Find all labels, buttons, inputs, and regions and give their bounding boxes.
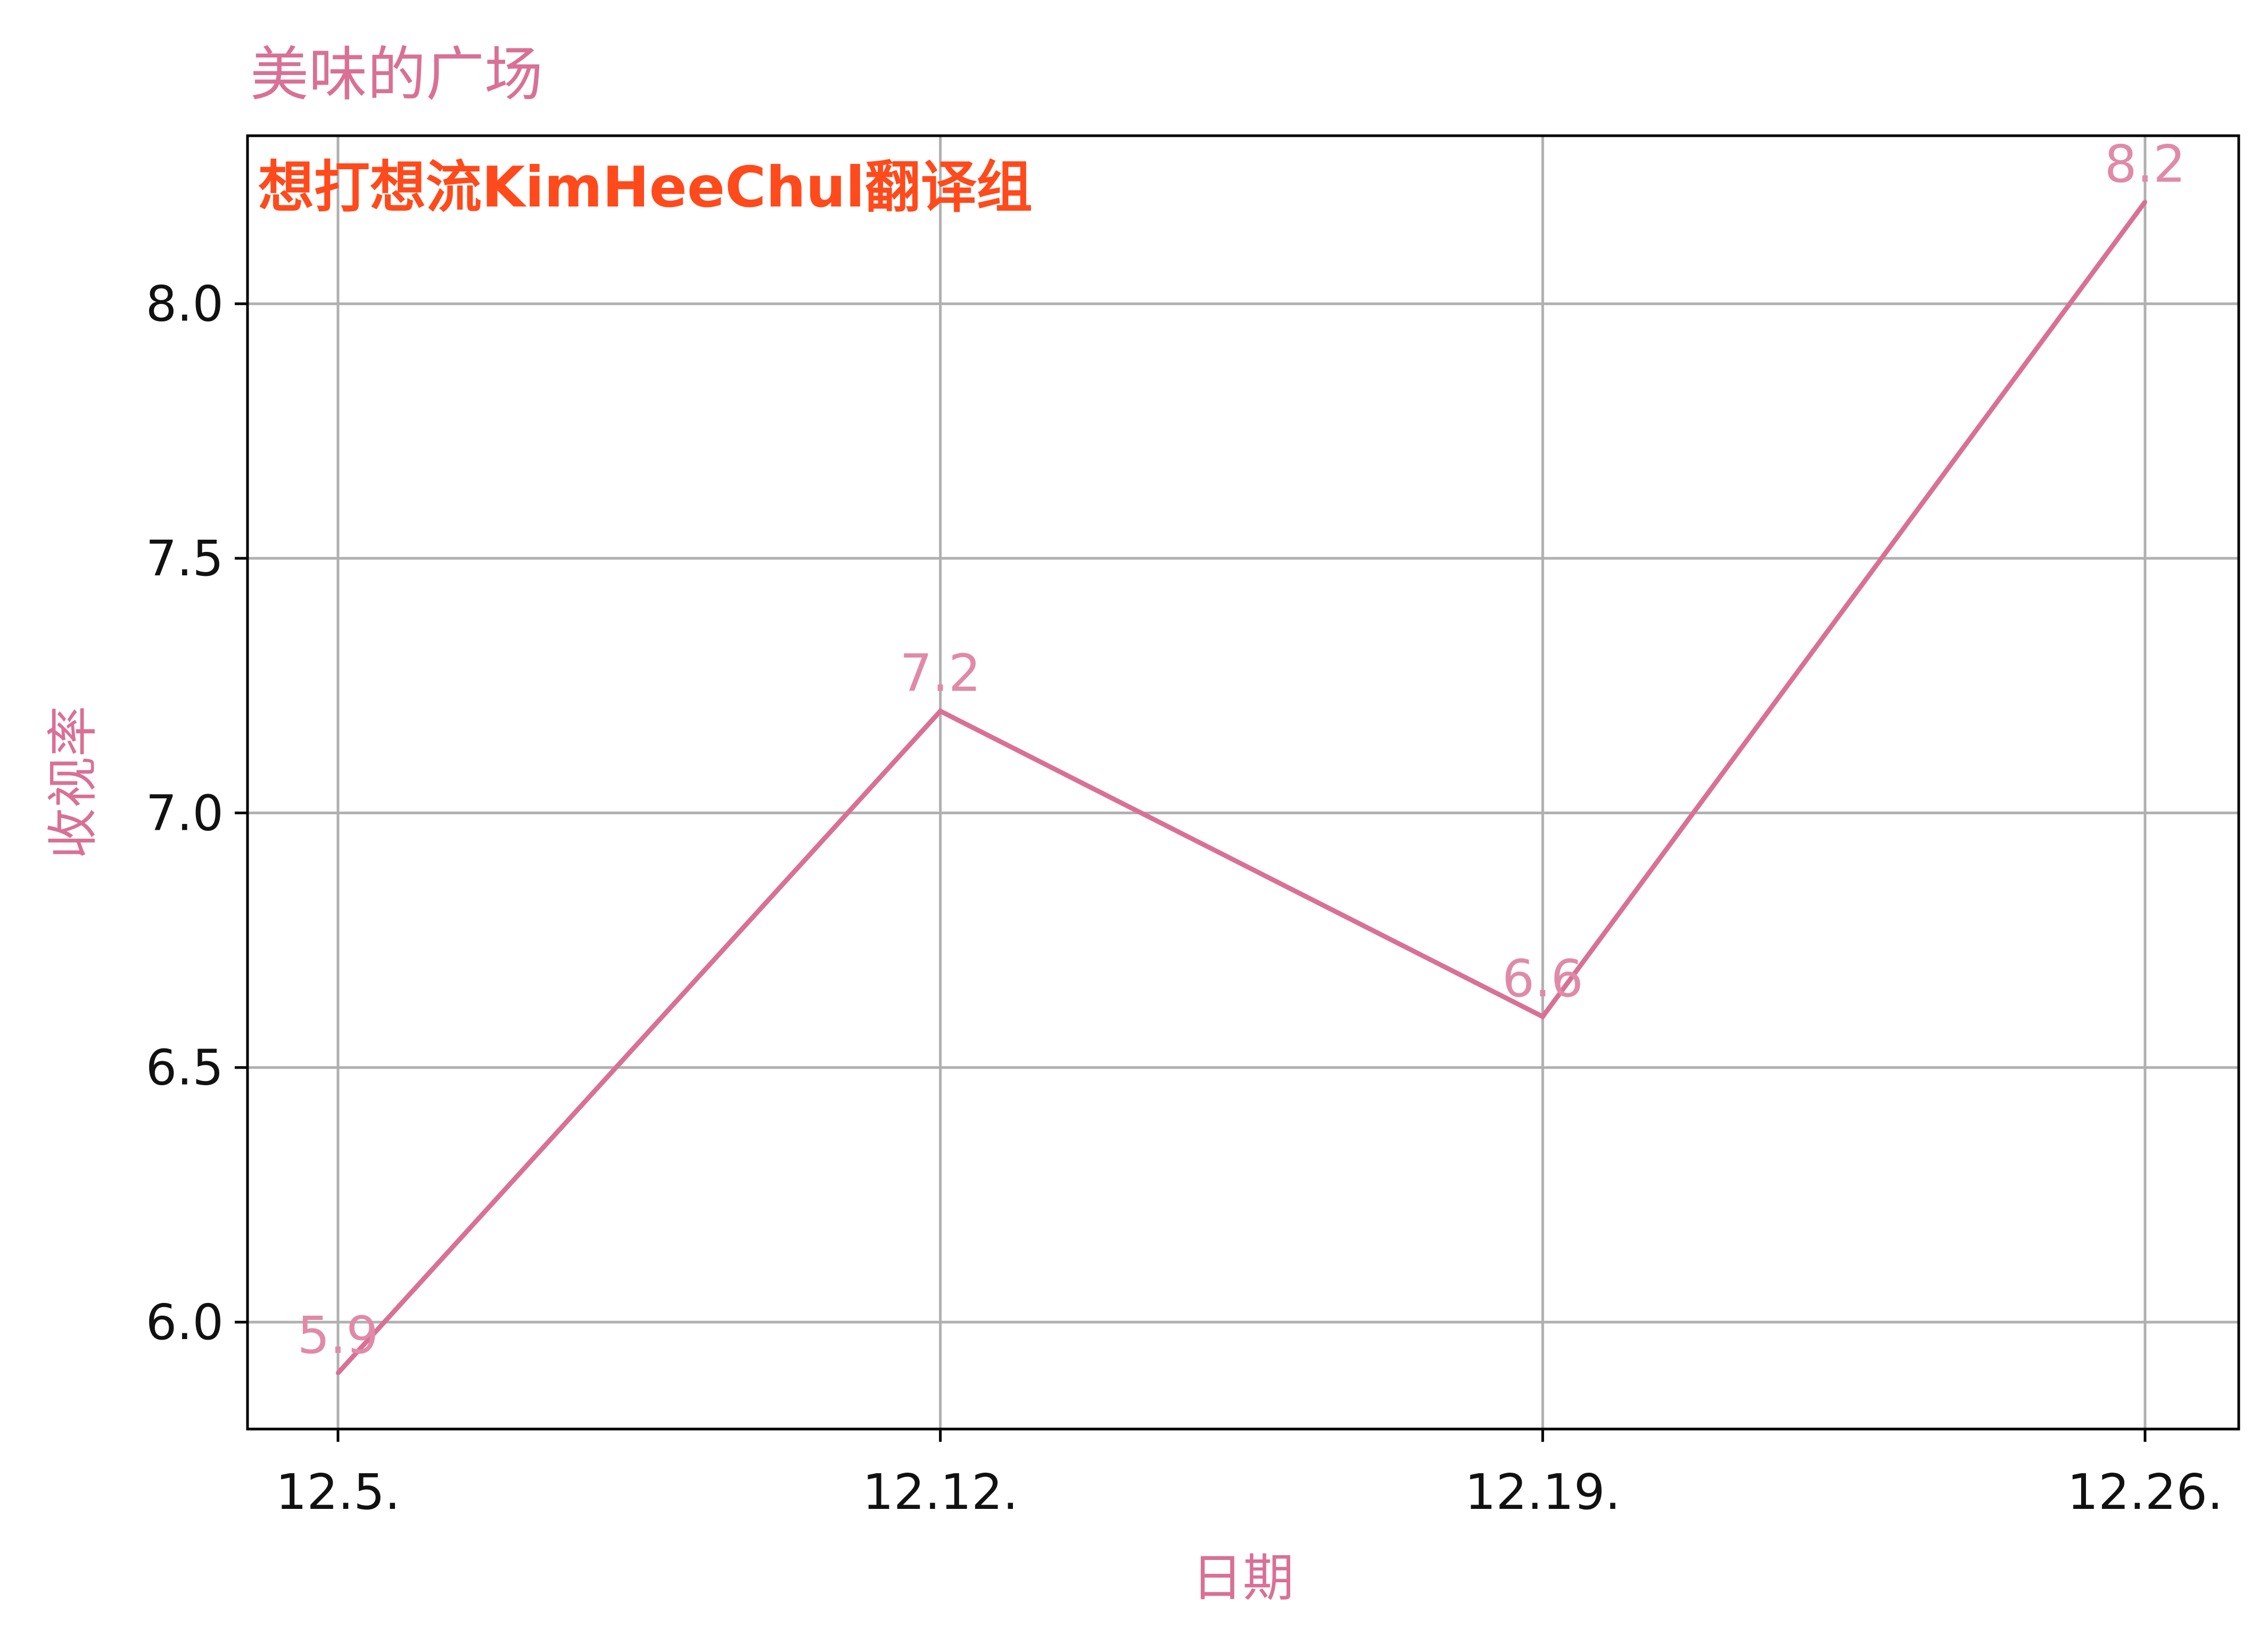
data-labels: 5.9 7.2 6.6 8.2	[298, 134, 2186, 1365]
chart-title: 美味的广场	[250, 40, 543, 109]
data-label: 8.2	[2105, 134, 2186, 194]
x-axis-title: 日期	[1192, 1548, 1294, 1608]
x-tick-label: 12.26.	[2067, 1464, 2223, 1521]
y-tick-label: 6.5	[146, 1039, 224, 1096]
x-tick-label: 12.5.	[276, 1464, 400, 1521]
data-label: 6.6	[1502, 949, 1584, 1009]
data-label: 5.9	[298, 1306, 379, 1365]
y-tick-label: 8.0	[146, 276, 224, 333]
x-tick-label: 12.12.	[862, 1464, 1018, 1521]
data-point	[2143, 200, 2147, 204]
series-line	[336, 200, 2147, 1375]
y-tick-label: 6.0	[146, 1294, 224, 1351]
y-axis-title: 收视率	[43, 706, 103, 859]
plot-frame	[246, 134, 2240, 1431]
data-point	[938, 709, 943, 714]
grid	[248, 136, 2239, 1429]
x-tick-label: 12.19.	[1465, 1464, 1621, 1521]
data-point	[336, 1370, 340, 1375]
y-tick-label: 7.0	[146, 785, 224, 841]
axis-ticks: 12.5. 12.12. 12.19. 12.26. 6.0 6.5 7.0 7.5 8.0	[146, 276, 2223, 1521]
series	[336, 200, 2147, 1375]
data-point	[1540, 1014, 1545, 1019]
watermark-text: 想打想流KimHeeChul翻译组	[258, 155, 1033, 220]
data-label: 7.2	[900, 643, 981, 703]
y-tick-label: 7.5	[146, 530, 224, 587]
